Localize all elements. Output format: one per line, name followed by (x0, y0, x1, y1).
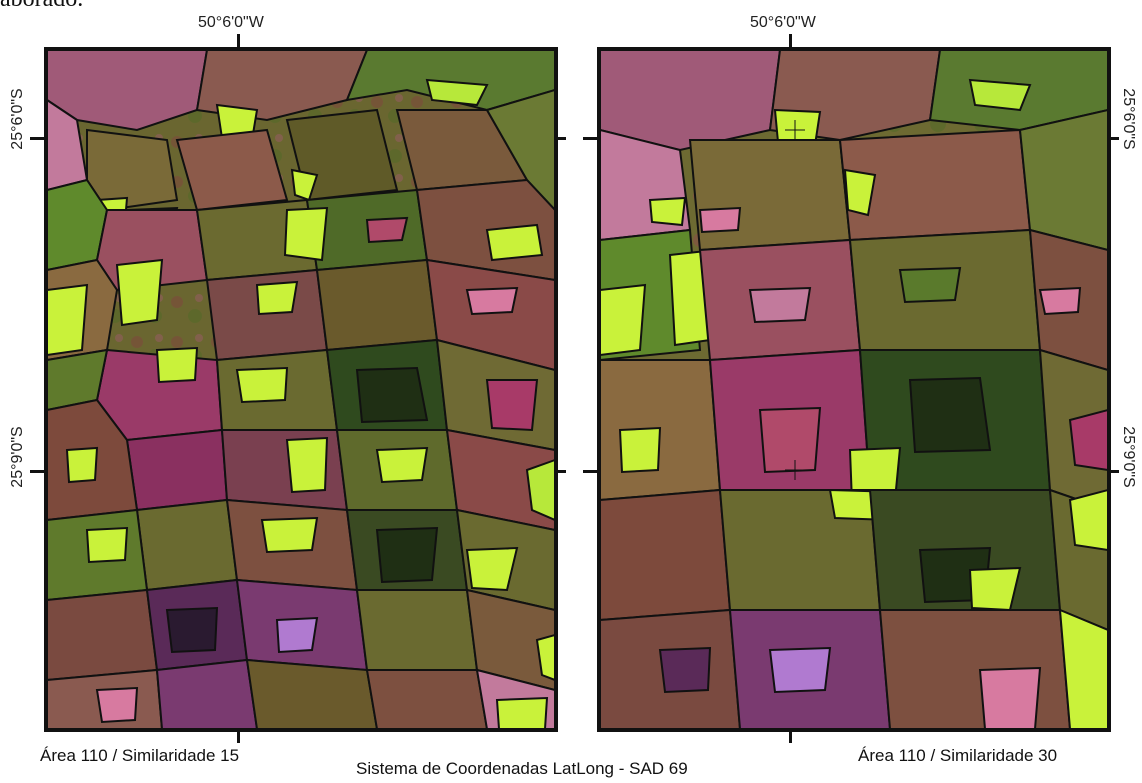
segmentation-map-similarity-30 (597, 47, 1111, 732)
panel-1-left-latitude-2: 25°9'0"S (9, 417, 27, 497)
coordinate-system-label: Sistema de Coordenadas LatLong - SAD 69 (356, 759, 688, 779)
panel-1-left-latitude-1: 25°6'0"S (9, 79, 27, 159)
panel-2-left-tick-1 (583, 137, 597, 140)
panel-2-left-tick-2 (583, 470, 597, 473)
satellite-image-segments-1 (47, 50, 555, 729)
panel-2-top-tick (789, 34, 792, 48)
panel-2-top-longitude: 50°6'0"W (750, 14, 816, 32)
panel-2-right-latitude-2: 25°9'0"S (1119, 417, 1137, 497)
satellite-image-segments-2 (600, 50, 1108, 729)
caption-fragment: aborado. (0, 0, 83, 13)
panel-1-top-tick (237, 34, 240, 48)
panel-1-top-longitude: 50°6'0"W (198, 14, 264, 32)
panel-2-right-latitude-1: 25°6'0"S (1119, 79, 1137, 159)
panel-1-caption: Área 110 / Similaridade 15 (40, 746, 239, 766)
panel-2-caption: Área 110 / Similaridade 30 (858, 746, 1057, 766)
panel-1-left-tick-1 (30, 137, 44, 140)
segmentation-map-similarity-15 (44, 47, 558, 732)
panel-1-left-tick-2 (30, 470, 44, 473)
